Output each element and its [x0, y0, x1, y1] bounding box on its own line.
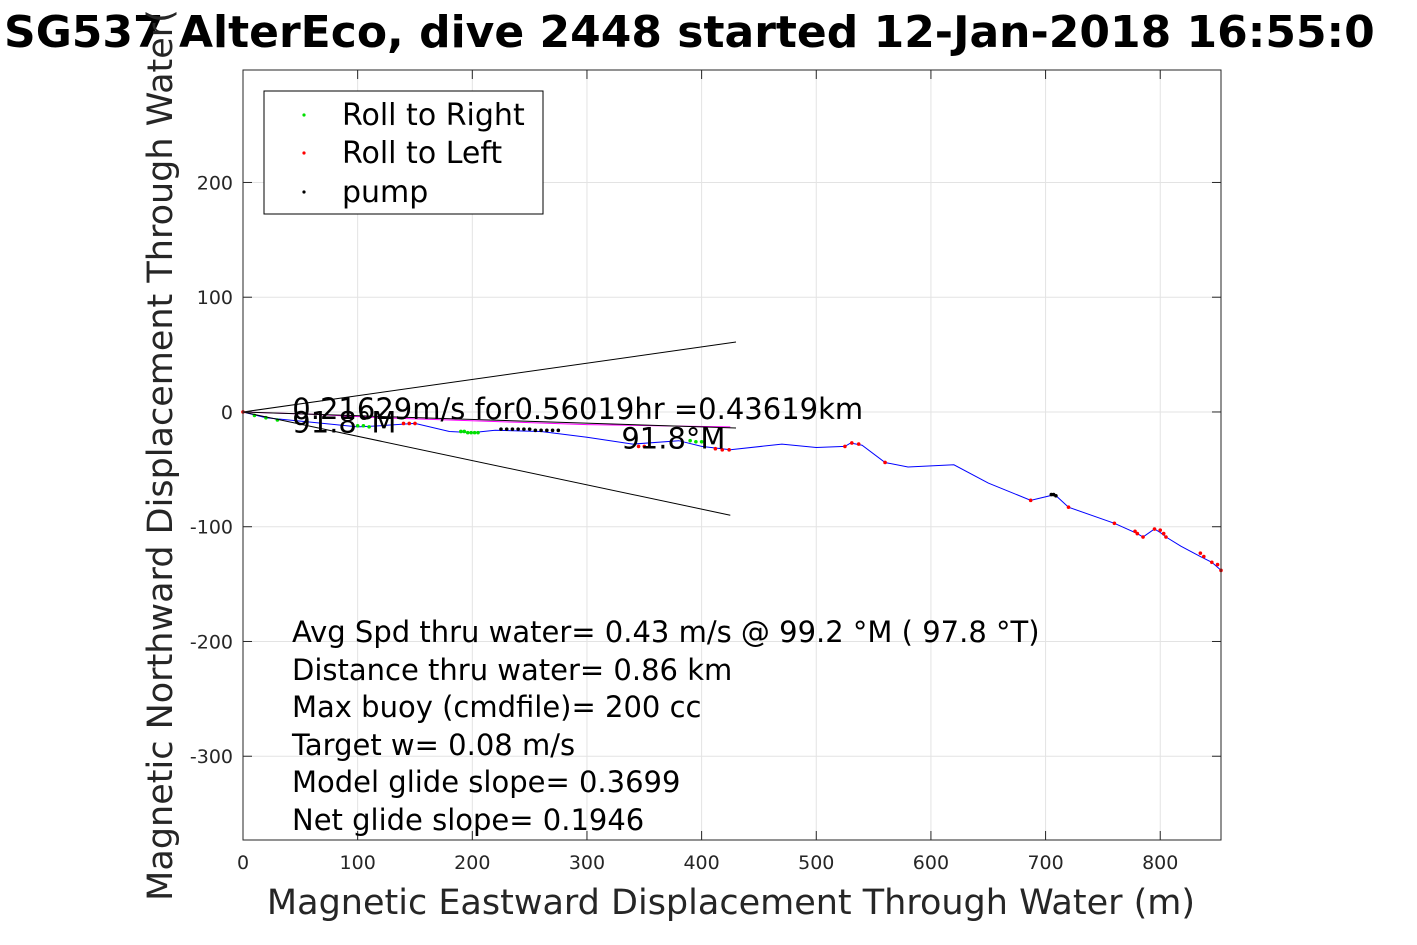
data-point [556, 428, 561, 433]
x-tick-label: 700 [1027, 852, 1063, 874]
legend-label-pump: pump [342, 175, 428, 210]
data-point [522, 427, 526, 431]
data-point [545, 428, 549, 433]
x-tick-label: 600 [913, 852, 949, 874]
y-axis-label: Magnetic Northward Displacement Through … [141, 9, 181, 901]
data-point [476, 430, 480, 435]
data-point [1028, 498, 1033, 503]
data-point [688, 438, 692, 443]
data-point [472, 430, 477, 435]
data-point [883, 460, 887, 465]
data-point [1164, 535, 1168, 539]
data-point [407, 421, 412, 426]
x-tick-label: 400 [683, 852, 719, 874]
y-tick-label: -300 [190, 746, 233, 768]
data-point [1066, 505, 1071, 510]
x-tick-label: 0 [237, 852, 249, 874]
data-point [850, 441, 854, 445]
stat-model-glide-slope: Model glide slope= 0.3699 [292, 765, 680, 799]
x-tick-label: 100 [340, 852, 376, 874]
legend: Roll to Right Roll to Left pump [263, 90, 544, 215]
data-point [462, 429, 467, 434]
data-point [1215, 562, 1220, 567]
data-point [1198, 551, 1203, 555]
data-point [510, 427, 515, 431]
x-tick-label: 200 [454, 852, 490, 874]
data-point [1112, 521, 1117, 526]
data-point [713, 446, 718, 451]
y-tick-label: 200 [197, 172, 233, 194]
data-point [856, 442, 861, 446]
axes-box [242, 69, 1222, 841]
x-tick-label: 300 [569, 852, 605, 874]
data-point [504, 427, 509, 431]
data-point [367, 425, 371, 429]
data-point [720, 448, 725, 452]
legend-marker-pump [302, 190, 306, 194]
reference-line [242, 411, 731, 516]
data-point [636, 444, 641, 449]
data-point [469, 430, 473, 435]
y-tick-label: -100 [190, 517, 233, 539]
data-point [1135, 531, 1140, 536]
data-point [1202, 554, 1206, 559]
data-point [539, 428, 543, 433]
data-point [533, 428, 538, 433]
grid [242, 70, 1221, 840]
data-point [642, 444, 647, 449]
legend-label-roll-left: Roll to Left [342, 136, 502, 171]
data-point [413, 421, 417, 426]
legend-box [263, 90, 544, 215]
data-point [694, 440, 698, 444]
annotation-text: 91.8°M [292, 406, 396, 440]
data-point [1152, 527, 1157, 531]
annotation-layer: 0.21629m/s for0.56019hr =0.43619km91.8°M… [292, 392, 863, 456]
stat-net-glide-slope: Net glide slope= 0.1946 [292, 803, 644, 837]
legend-marker-roll-left [302, 151, 306, 155]
data-point [699, 440, 704, 444]
stat-max-buoy: Max buoy (cmdfile)= 200 cc [292, 690, 701, 724]
data-point [1158, 528, 1163, 532]
data-point [361, 423, 366, 428]
data-point [499, 427, 503, 431]
data-point [355, 423, 360, 428]
stat-target-w: Target w= 0.08 m/s [291, 728, 575, 762]
annotation-text: 0.21629m/s for0.56019hr =0.43619km [292, 392, 863, 426]
data-point [550, 428, 555, 433]
x-tick-label: 500 [798, 852, 834, 874]
y-tick-label: 100 [197, 287, 233, 309]
stats-block: Avg Spd thru water= 0.43 m/s @ 99.2 °M (… [291, 615, 1040, 837]
annotation-text: 91.8°M [621, 422, 725, 456]
series-layer [241, 341, 1223, 573]
data-point [1133, 529, 1137, 534]
x-axis-label: Magnetic Eastward Displacement Through W… [267, 883, 1195, 923]
y-tick-label: -200 [190, 631, 233, 653]
data-point [465, 430, 470, 435]
data-point [401, 421, 406, 426]
data-point [1141, 535, 1145, 539]
data-point [527, 427, 532, 431]
data-point [843, 444, 847, 449]
stat-distance: Distance thru water= 0.86 km [292, 653, 732, 687]
data-point [1210, 560, 1214, 565]
reference-line [242, 411, 737, 429]
legend-label-roll-right: Roll to Right [342, 98, 525, 133]
y-tick-label: 0 [221, 402, 233, 424]
chart-title: SG537 AlterEco, dive 2448 started 12-Jan… [4, 7, 1375, 58]
data-point [1161, 531, 1166, 536]
legend-marker-roll-right [302, 113, 306, 117]
data-point [516, 427, 520, 431]
stat-avg-speed: Avg Spd thru water= 0.43 m/s @ 99.2 °M (… [292, 615, 1040, 649]
x-tick-label: 800 [1142, 852, 1178, 874]
reference-line [242, 341, 737, 413]
data-point [1054, 493, 1058, 498]
data-point [727, 448, 731, 452]
data-point [459, 429, 463, 434]
axis-ticks: 0 100 200 300 400 500 600 700 800 200 100 0 -100 -200… [190, 70, 1221, 874]
